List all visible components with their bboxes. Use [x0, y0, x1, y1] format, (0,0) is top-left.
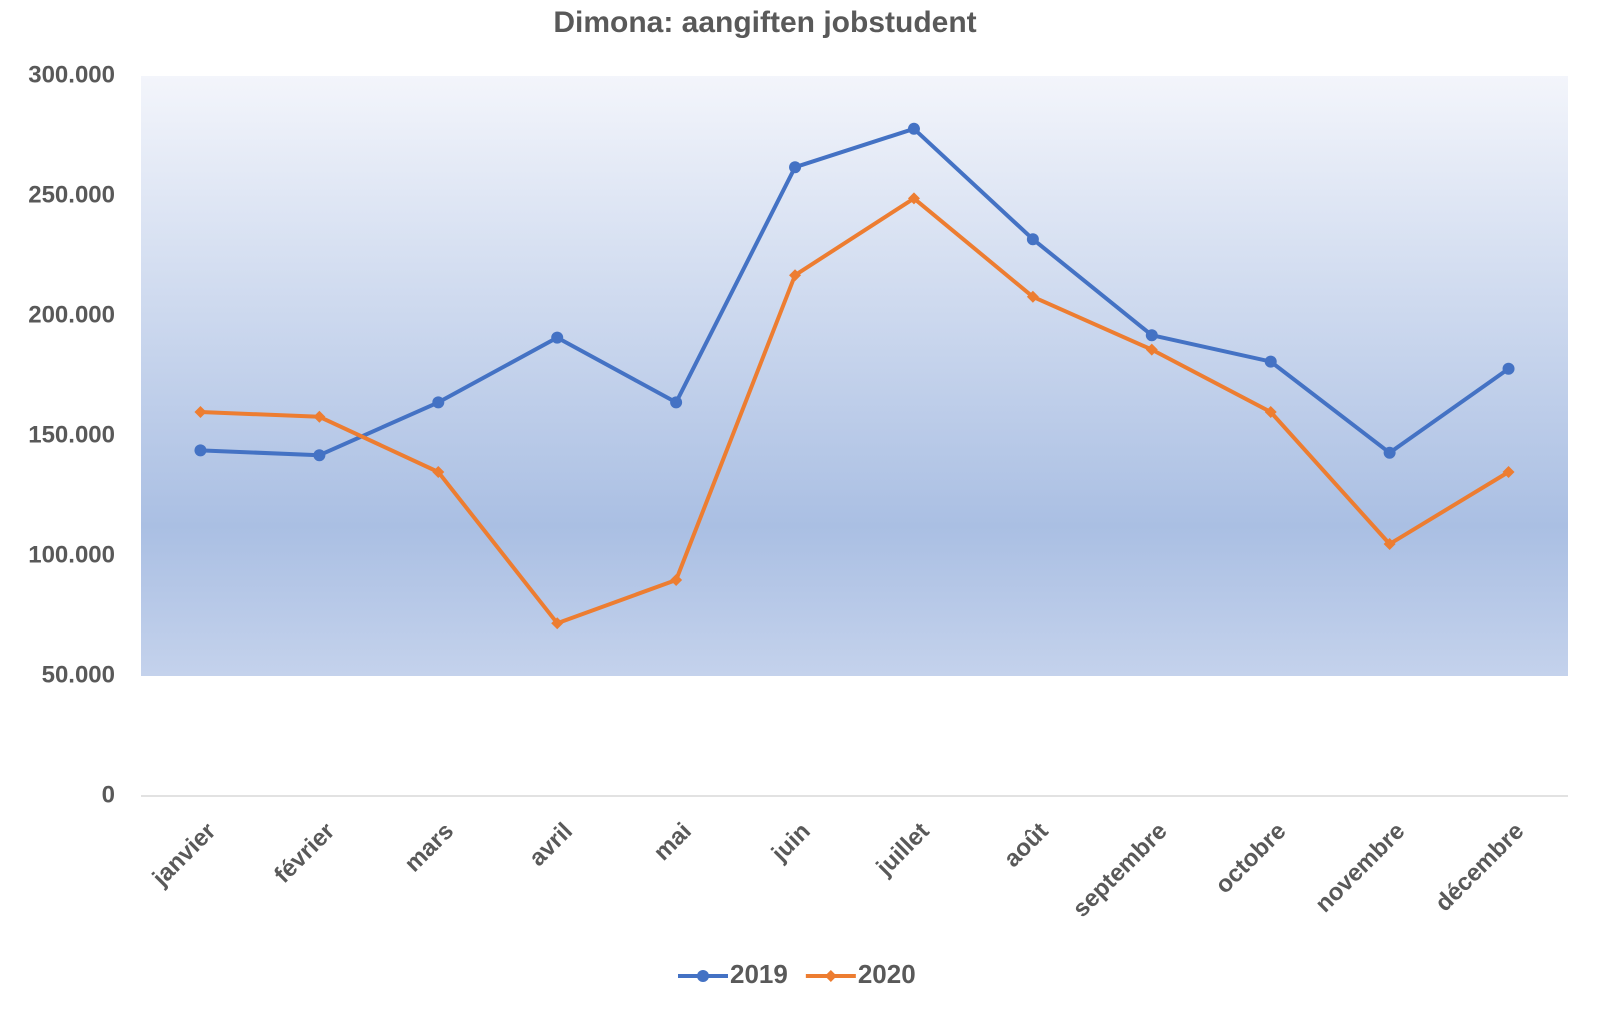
x-tick-label: octobre	[1210, 818, 1291, 899]
marker	[1026, 290, 1039, 303]
marker	[1026, 233, 1039, 246]
marker	[1145, 329, 1158, 342]
x-tick-label: avril	[524, 818, 578, 872]
x-tick-label: février	[269, 818, 340, 889]
x-tick-label: juin	[766, 818, 816, 868]
y-tick-label: 250.000	[28, 181, 115, 208]
marker	[432, 466, 445, 478]
y-tick-label: 200.000	[28, 301, 115, 328]
x-tick-label: août	[999, 818, 1054, 873]
marker	[432, 396, 445, 409]
marker	[1264, 406, 1277, 418]
y-tick-label: 0	[102, 781, 115, 808]
legend-marker	[697, 970, 709, 982]
marker	[670, 396, 683, 409]
marker	[907, 122, 920, 135]
x-tick-label: septembre	[1068, 818, 1173, 923]
y-tick-label: 50.000	[42, 661, 115, 688]
marker	[313, 410, 326, 423]
x-tick-label: janvier	[147, 818, 222, 893]
y-tick-label: 100.000	[28, 541, 115, 568]
marker	[194, 444, 207, 457]
x-tick-label: mai	[649, 818, 697, 866]
marker	[789, 269, 802, 282]
chart-title: Dimona: aangiften jobstudent	[553, 6, 976, 39]
marker	[907, 192, 920, 205]
marker	[1383, 446, 1396, 459]
marker	[194, 406, 207, 418]
marker	[1264, 355, 1277, 368]
series-line	[200, 196, 1510, 626]
marker	[551, 331, 564, 344]
y-tick-label: 300.000	[28, 61, 115, 88]
plot-background	[141, 76, 1568, 676]
y-tick-label: 150.000	[28, 421, 115, 448]
marker	[1502, 466, 1515, 478]
x-tick-label: mars	[399, 818, 459, 878]
legend-label: 2019	[730, 959, 788, 989]
x-tick-label: décembre	[1430, 818, 1529, 917]
marker	[1502, 362, 1515, 375]
marker	[551, 617, 564, 630]
x-tick-label: novembre	[1310, 818, 1410, 918]
legend-marker	[824, 970, 837, 982]
marker	[1145, 343, 1158, 356]
marker	[1383, 538, 1396, 550]
x-tick-label: juillet	[871, 818, 935, 882]
legend: 2019 2020	[678, 959, 916, 989]
series-line	[200, 126, 1510, 458]
marker	[313, 449, 326, 462]
marker	[670, 574, 683, 586]
legend-label: 2020	[858, 959, 916, 989]
marker	[789, 161, 802, 174]
